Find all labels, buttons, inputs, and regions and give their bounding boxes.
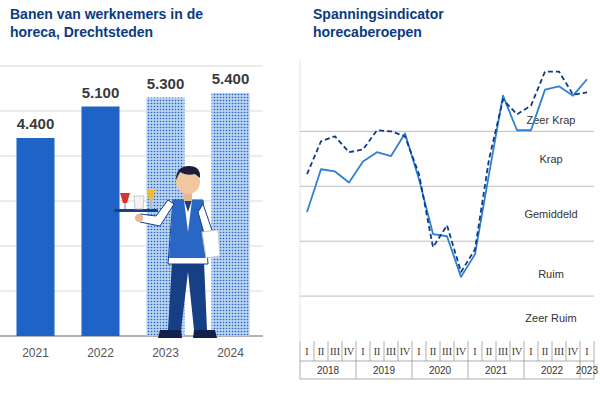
- x-tick-label: IV: [456, 346, 467, 357]
- waiter-arm: [140, 200, 174, 226]
- chart-title: Banen van werknemers in de horeca, Drech…: [10, 5, 242, 41]
- x-tick-label: II: [542, 346, 549, 357]
- year-label: 2022: [541, 365, 564, 376]
- grid-line: [300, 186, 594, 187]
- x-tick-label: IV: [400, 346, 411, 357]
- band-label: Ruim: [538, 268, 564, 280]
- axis-divider: [328, 341, 329, 361]
- band-label: Krap: [539, 153, 562, 165]
- x-tick-label: IV: [568, 346, 579, 357]
- axis-divider: [300, 341, 301, 379]
- page: {"chart_data": [ {"type": "bar", "title"…: [0, 0, 600, 397]
- x-tick-label: II: [374, 346, 381, 357]
- band-label: Zeer Ruim: [525, 312, 576, 324]
- chart-title: Spanningsindicator horecaberoepen: [313, 5, 513, 41]
- glass: [120, 193, 130, 203]
- glass-stem: [124, 203, 126, 209]
- axis-divider: [342, 341, 343, 361]
- data-label: 5.300: [147, 75, 185, 92]
- glass: [147, 190, 155, 200]
- x-tick-label: 2022: [87, 346, 114, 360]
- x-tick-label: I: [585, 346, 588, 357]
- stage: 4.400 5.100 5.300 5.400 2021 2022 2023 2024 Zeer…: [0, 0, 600, 397]
- axis-divider: [482, 341, 483, 361]
- axis-divider: [412, 341, 413, 379]
- glass: [134, 196, 144, 209]
- x-tick-label: I: [473, 346, 476, 357]
- line-chart: Zeer KrapKrapGemiddeldRuimZeer RuimIIIII…: [300, 60, 598, 379]
- x-tick-label: III: [330, 346, 340, 357]
- x-tick-label: III: [498, 346, 508, 357]
- x-tick-label: I: [417, 346, 420, 357]
- axis-divider: [440, 341, 441, 361]
- x-tick-label: II: [486, 346, 493, 357]
- year-label: 2020: [429, 365, 452, 376]
- axis-divider: [384, 341, 385, 361]
- year-label: 2023: [576, 365, 599, 376]
- waiter-tie: [184, 200, 192, 212]
- bar-chart: 4.400 5.100 5.300 5.400 2021 2022 2023 2024: [0, 66, 263, 360]
- year-label: 2018: [317, 365, 340, 376]
- data-label: 5.100: [82, 84, 120, 101]
- data-label: 4.400: [17, 115, 55, 132]
- bar: [81, 107, 119, 337]
- grid-line: [300, 131, 594, 132]
- bars: [16, 93, 249, 336]
- x-tick-label: III: [442, 346, 452, 357]
- x-tick-label: I: [305, 346, 308, 357]
- bar: [16, 138, 54, 336]
- x-tick-label: 2023: [152, 346, 179, 360]
- grid-line: [300, 296, 594, 297]
- axis-divider: [510, 341, 511, 361]
- x-tick-label: IV: [512, 346, 523, 357]
- axis-divider: [468, 341, 469, 379]
- year-label: 2021: [485, 365, 508, 376]
- x-tick-label: 2024: [217, 346, 244, 360]
- tray: [114, 209, 158, 212]
- axis-divider: [398, 341, 399, 361]
- axis-divider: [496, 341, 497, 361]
- x-tick-label: I: [529, 346, 532, 357]
- axis-divider: [524, 341, 525, 379]
- x-tick-label: II: [430, 346, 437, 357]
- grid-line: [300, 241, 594, 242]
- axis-divider: [538, 341, 539, 361]
- x-tick-label: 2021: [22, 346, 49, 360]
- towel: [202, 230, 220, 258]
- series-line: [307, 79, 587, 277]
- axis-row-line: [300, 361, 594, 362]
- grid-line: [0, 66, 263, 67]
- x-tick-label: IV: [344, 346, 355, 357]
- waiter-illustration: [114, 166, 220, 338]
- lines: [307, 72, 587, 277]
- glass-stem: [150, 200, 152, 209]
- axis-divider: [454, 341, 455, 361]
- x-tick-label: I: [361, 346, 364, 357]
- waiter-legs: [168, 262, 207, 330]
- year-label: 2019: [373, 365, 396, 376]
- waiter-shoe: [158, 330, 182, 338]
- chart-canvas: 4.400 5.100 5.300 5.400 2021 2022 2023 2024 Zeer…: [0, 0, 600, 397]
- axis-divider: [370, 341, 371, 361]
- axis-row-line: [300, 379, 594, 380]
- waiter-hand: [135, 214, 143, 222]
- bar: [211, 93, 249, 336]
- axis-divider: [566, 341, 567, 361]
- waiter-shoe: [193, 330, 217, 338]
- y-axis-line: [300, 60, 301, 340]
- axis-divider: [314, 341, 315, 361]
- x-tick-label: III: [554, 346, 564, 357]
- band-label: Gemiddeld: [524, 208, 577, 220]
- series-line: [307, 72, 587, 272]
- x-tick-label: II: [318, 346, 325, 357]
- data-label: 5.400: [212, 70, 250, 87]
- axis-divider: [356, 341, 357, 379]
- waiter-hair: [176, 166, 200, 180]
- axis-divider: [552, 341, 553, 361]
- axis-divider: [426, 341, 427, 361]
- x-tick-label: III: [386, 346, 396, 357]
- x-axis: IIIIIIIVIIIIIIIVIIIIIIIVIIIIIIIVIIIIIIIV…: [300, 341, 598, 379]
